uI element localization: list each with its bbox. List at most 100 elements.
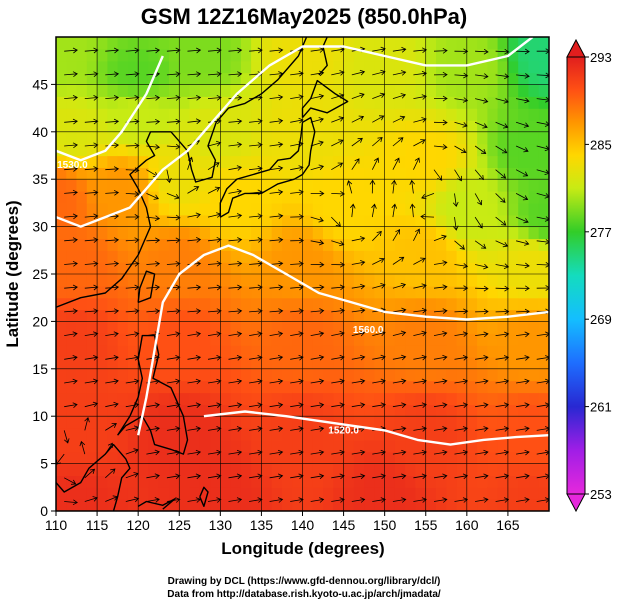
field-cell: [528, 96, 540, 109]
field-cell: [487, 214, 499, 228]
field-cell: [405, 380, 417, 394]
field-cell: [158, 226, 170, 240]
field-cell: [148, 60, 160, 74]
field-cell: [199, 72, 211, 85]
wind-arrow: [187, 71, 202, 78]
field-cell: [538, 451, 549, 465]
field-cell: [271, 143, 283, 157]
wind-arrow: [84, 166, 99, 172]
field-cell: [97, 487, 108, 500]
field-cell: [282, 368, 293, 382]
wind-arrow: [166, 214, 181, 221]
field-cell: [282, 155, 293, 168]
field-cell: [158, 487, 170, 500]
field-cell: [538, 60, 549, 74]
field-cell: [333, 345, 345, 358]
x-tick-label: 125: [168, 517, 192, 533]
field-cell: [158, 72, 170, 85]
field-cell: [415, 120, 427, 133]
field-cell: [117, 214, 129, 228]
wind-arrow: [433, 497, 448, 503]
field-cell: [353, 238, 365, 251]
wind-arrow: [515, 169, 529, 177]
field-cell: [271, 463, 283, 476]
wind-arrow: [331, 240, 345, 247]
wind-arrow: [372, 137, 383, 147]
field-cell: [230, 309, 242, 322]
field-cell: [282, 475, 293, 488]
wind-arrow: [207, 140, 222, 147]
field-cell: [261, 37, 273, 50]
field-cell: [127, 345, 139, 358]
field-cell: [374, 345, 386, 358]
field-cell: [394, 475, 406, 488]
wind-arrow: [413, 354, 427, 361]
field-cell: [436, 60, 447, 74]
wind-arrow: [269, 497, 284, 503]
field-cell: [138, 356, 150, 370]
wind-arrow: [372, 473, 386, 480]
field-cell: [107, 368, 119, 382]
field-cell: [507, 345, 519, 358]
wind-arrow: [228, 47, 243, 54]
field-cell: [374, 321, 386, 334]
wind-arrow: [452, 193, 459, 208]
field-cell: [456, 226, 468, 240]
wind-arrow: [331, 261, 346, 268]
field-cell: [199, 143, 211, 157]
field-cell: [425, 155, 437, 168]
field-cell: [302, 297, 314, 311]
wind-arrow: [64, 402, 78, 408]
field-cell: [394, 297, 406, 311]
field-cell: [436, 84, 447, 97]
field-cell: [240, 345, 252, 358]
wind-arrow: [351, 402, 366, 408]
field-cell: [353, 451, 365, 465]
field-cell: [405, 167, 417, 180]
wind-arrow: [369, 179, 376, 194]
field-cell: [251, 380, 262, 394]
field-cell: [456, 274, 468, 287]
field-cell: [436, 380, 447, 394]
field-cell: [56, 238, 67, 251]
field-cell: [487, 439, 499, 453]
field-cell: [487, 428, 499, 441]
wind-arrow: [187, 449, 202, 456]
field-cell: [158, 404, 170, 417]
field-cell: [364, 321, 375, 334]
wind-arrow: [125, 448, 139, 455]
field-cell: [364, 475, 375, 488]
field-cell: [323, 404, 334, 417]
field-cell: [158, 333, 170, 346]
field-cell: [261, 262, 273, 275]
field-cell: [333, 143, 345, 157]
field-cell: [292, 392, 304, 405]
field-cell: [56, 428, 67, 441]
wind-arrow: [105, 423, 117, 431]
field-cell: [333, 60, 345, 74]
wind-arrow: [433, 71, 448, 78]
field-cell: [312, 84, 324, 97]
field-cell: [210, 345, 221, 358]
field-cell: [169, 356, 180, 370]
wind-arrow: [269, 237, 284, 243]
field-cell: [487, 131, 499, 145]
field-cell: [76, 155, 88, 168]
field-cell: [292, 368, 304, 382]
field-cell: [446, 191, 458, 204]
field-cell: [138, 499, 150, 511]
field-cell: [107, 285, 119, 299]
field-cell: [76, 96, 88, 109]
field-cell: [538, 499, 549, 511]
field-cell: [312, 321, 324, 334]
wind-arrow: [64, 237, 78, 243]
field-cell: [271, 167, 283, 180]
field-cell: [405, 60, 417, 74]
field-cell: [394, 392, 406, 405]
field-cell: [353, 250, 365, 263]
field-cell: [312, 428, 324, 441]
field-cell: [353, 487, 365, 500]
field-cell: [97, 345, 108, 358]
field-cell: [220, 37, 232, 50]
field-cell: [97, 238, 108, 251]
